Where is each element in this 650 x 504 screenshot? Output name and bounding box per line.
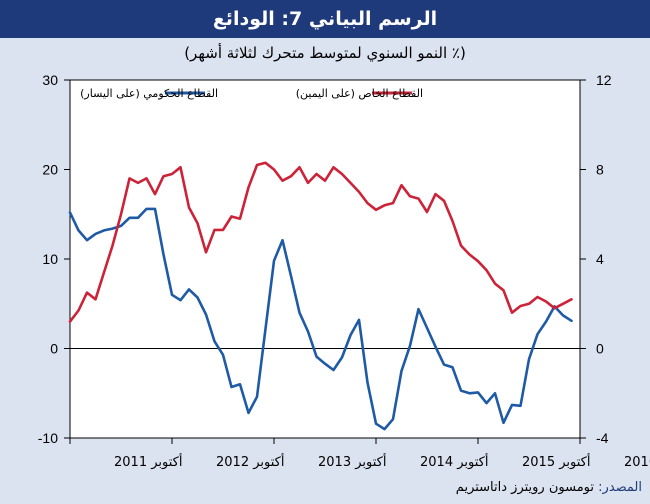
x-tick-label: أكتوبر 2013 <box>318 453 386 470</box>
y-right-tick-label: 0 <box>596 341 604 357</box>
y-left-tick-label: 0 <box>50 341 58 357</box>
x-tick-label: أكتوبر 2016 <box>624 453 650 470</box>
y-left-tick-label: 10 <box>42 251 58 267</box>
government-series-line <box>68 207 573 431</box>
x-tick-label: أكتوبر 2012 <box>216 453 284 470</box>
y-left-tick-label: 20 <box>42 162 58 178</box>
source-label: المصدر: <box>598 480 642 495</box>
source-note: المصدر: تومسون رويترز داتاستريم <box>380 480 642 500</box>
y-right-tick-label: -4 <box>596 430 609 446</box>
chart-subtitle: (٪ النمو السنوي لمتوسط متحرك لثلاثة أشهر… <box>184 44 466 62</box>
x-tick-label: أكتوبر 2015 <box>522 453 590 470</box>
legend-government-label: القطاع الحكومي (على اليسار) <box>80 87 218 100</box>
y-right-tick-label: 4 <box>596 251 604 267</box>
deposits-line-chart: -10 0 10 20 30 -4 0 4 8 12 أكتوبر 2011 أكتوبر 2012 أ… <box>38 72 650 470</box>
chart-title: الرسم البياني 7: الودائع <box>0 0 650 38</box>
private-series-line <box>68 161 573 323</box>
legend-private-label: القطاع الخاص (على اليمين) <box>296 87 423 100</box>
source-text: تومسون رويترز داتاستريم <box>455 480 595 495</box>
y-right-tick-label: 12 <box>596 72 612 88</box>
y-left-tick-label: 30 <box>42 72 58 88</box>
x-tick-label: أكتوبر 2011 <box>114 453 182 470</box>
plot-area <box>69 79 581 439</box>
y-left-tick-label: -10 <box>38 430 58 446</box>
x-tick-label: أكتوبر 2014 <box>420 453 488 470</box>
y-right-tick-label: 8 <box>596 162 604 178</box>
